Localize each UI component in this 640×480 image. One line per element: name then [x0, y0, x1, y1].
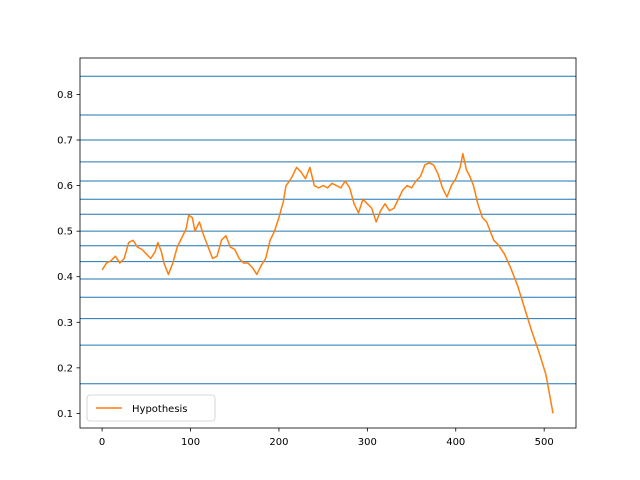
x-tick-label: 100 [181, 437, 200, 448]
legend-label-hypothesis: Hypothesis [132, 404, 188, 415]
y-tick-label: 0.1 [57, 409, 73, 420]
series-line-hypothesis [101, 152, 554, 414]
plot-frame [79, 57, 577, 429]
legend: Hypothesis [86, 394, 216, 422]
y-tick-label: 0.6 [57, 181, 73, 192]
x-tick-label: 0 [99, 437, 105, 448]
y-tick-label: 0.7 [57, 136, 73, 147]
y-tick-label: 0.4 [57, 272, 73, 283]
y-tick-label: 0.2 [57, 363, 73, 374]
x-tick-label: 400 [446, 437, 465, 448]
y-tick-label: 0.5 [57, 227, 73, 238]
x-tick-label: 300 [358, 437, 377, 448]
x-tick-label: 200 [269, 437, 288, 448]
x-tick-label: 500 [535, 437, 554, 448]
y-tick-label: 0.3 [57, 318, 73, 329]
y-tick-label: 0.8 [57, 90, 73, 101]
